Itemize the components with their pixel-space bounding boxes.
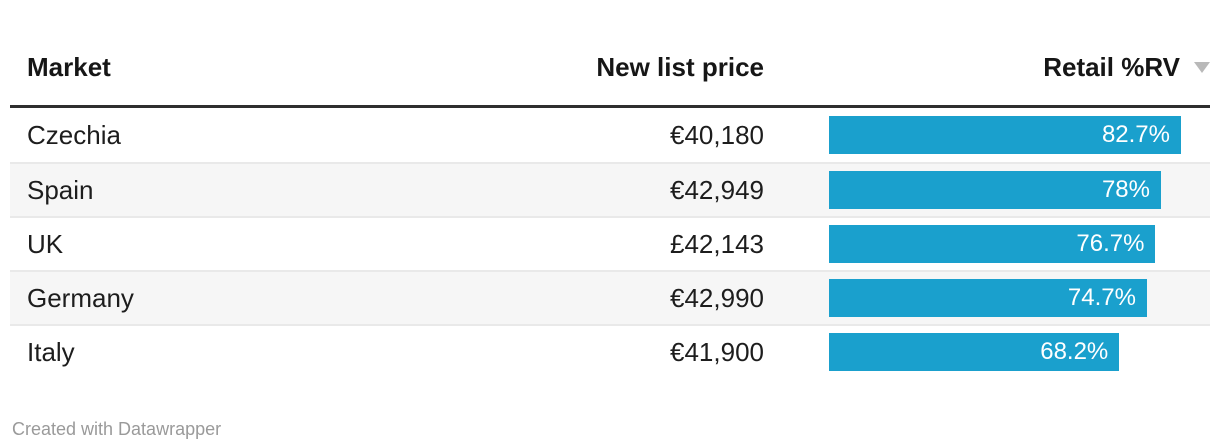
table-row: Germany €42,990 74.7% <box>10 270 1210 324</box>
table-body: Czechia €40,180 82.7% Spain €42,949 78% UK £42,… <box>10 108 1210 378</box>
market-cell: Italy <box>27 336 75 367</box>
market-cell: UK <box>27 228 64 259</box>
rv-bar-label: 78% <box>1101 176 1150 203</box>
footer: Created with Datawrapper <box>12 419 1220 440</box>
rv-bar: 68.2% <box>829 333 1120 371</box>
price-cell: £42,143 <box>670 228 764 259</box>
retail-rv-cell: 76.7% <box>829 218 1210 270</box>
rv-bar-label: 76.7% <box>1076 230 1145 257</box>
table-row: UK £42,143 76.7% <box>10 216 1210 270</box>
bar-track: 68.2% <box>829 333 1181 371</box>
table-row: Spain €42,949 78% <box>10 162 1210 216</box>
column-header-market[interactable]: Market <box>27 52 111 82</box>
price-cell: €40,180 <box>670 119 764 150</box>
retail-rv-cell: 82.7% <box>829 108 1210 162</box>
bar-track: 76.7% <box>829 225 1181 263</box>
rv-bar-label: 82.7% <box>1101 121 1170 148</box>
bar-track: 74.7% <box>829 279 1181 317</box>
column-header-new-list-price[interactable]: New list price <box>596 52 764 82</box>
table-header-row: Market New list price Retail %RV <box>10 30 1210 108</box>
column-header-retail-rv-label: Retail %RV <box>1043 52 1180 82</box>
bar-track: 82.7% <box>829 116 1181 154</box>
rv-bar: 74.7% <box>829 279 1147 317</box>
rv-bar: 78% <box>829 171 1161 209</box>
retail-rv-cell: 74.7% <box>829 272 1210 324</box>
rv-bar-label: 68.2% <box>1040 338 1109 365</box>
data-table: Market New list price Retail %RV Czechia… <box>10 30 1210 378</box>
column-header-retail-rv[interactable]: Retail %RV <box>829 48 1210 86</box>
price-cell: €42,949 <box>670 174 764 205</box>
market-cell: Spain <box>27 174 94 205</box>
sort-descending-icon <box>1194 61 1210 73</box>
market-cell: Germany <box>27 282 134 313</box>
rv-bar: 82.7% <box>829 116 1181 154</box>
datawrapper-credit-link[interactable]: Created with Datawrapper <box>12 419 222 439</box>
price-cell: €42,990 <box>670 282 764 313</box>
retail-rv-cell: 68.2% <box>829 326 1210 378</box>
retail-rv-cell: 78% <box>829 164 1210 216</box>
market-cell: Czechia <box>27 119 121 150</box>
bar-track: 78% <box>829 171 1181 209</box>
rv-bar: 76.7% <box>829 225 1156 263</box>
rv-bar-label: 74.7% <box>1067 284 1136 311</box>
table-row: Italy €41,900 68.2% <box>10 324 1210 378</box>
table-row: Czechia €40,180 82.7% <box>10 108 1210 162</box>
price-cell: €41,900 <box>670 336 764 367</box>
